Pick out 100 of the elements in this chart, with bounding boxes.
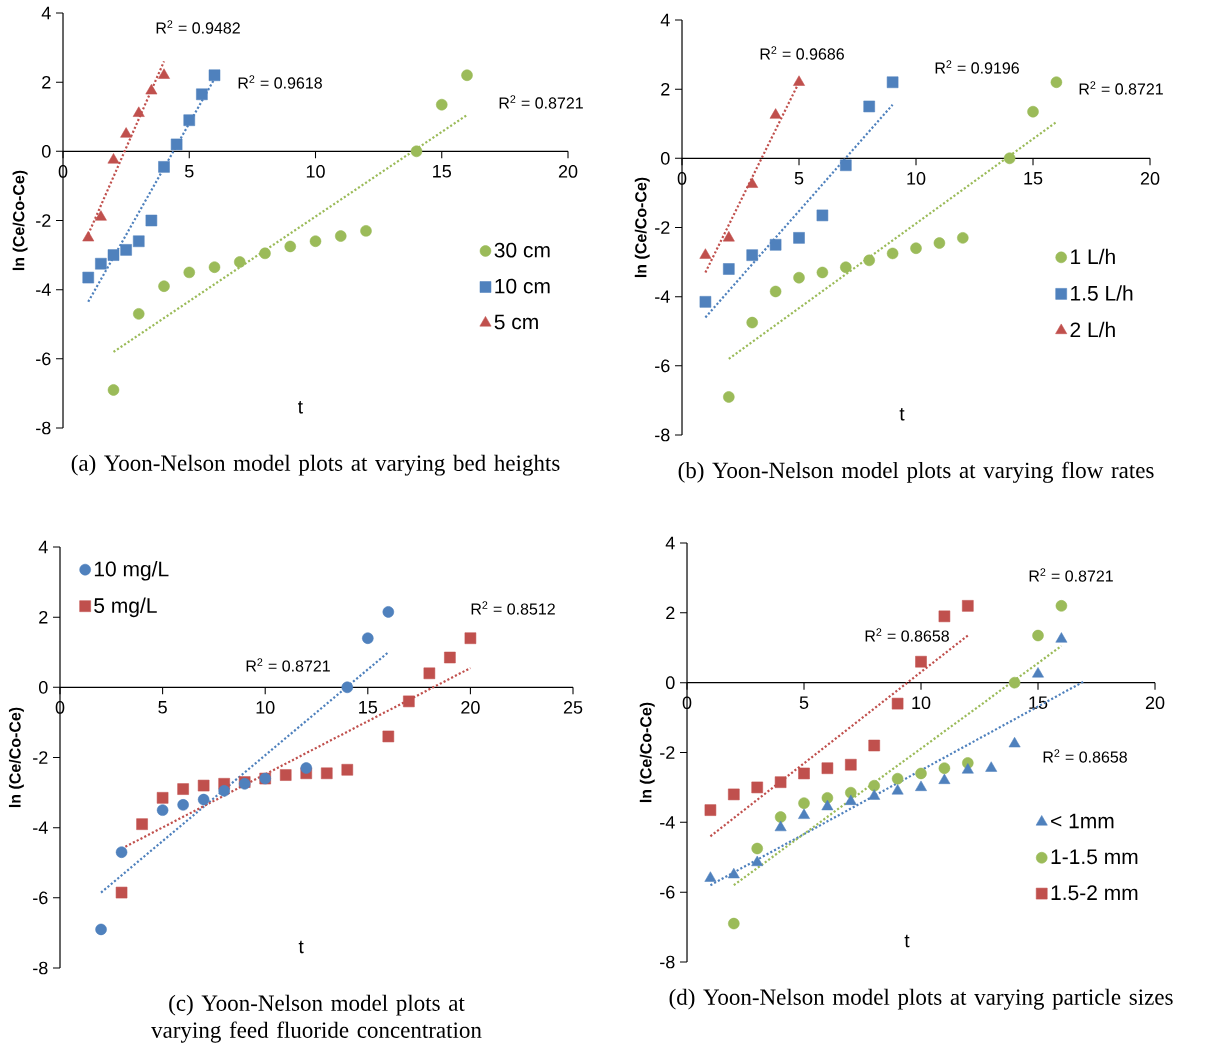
point [723,263,735,275]
y-axis-title: ln (Ce/Co-Ce) [634,177,650,278]
point [279,769,292,781]
point [107,384,120,396]
y-tick-label: 4 [41,6,51,20]
point [197,779,210,792]
point [751,781,763,794]
point [196,88,208,101]
point [435,98,448,111]
x-tick-label: 10 [912,696,931,710]
x-tick-label: 25 [563,701,583,714]
point [156,792,169,804]
point [334,230,347,242]
y-axis-title: ln (Ce/Co-Ce) [12,170,28,271]
legend-label: < 1mm [1051,813,1114,829]
point [461,69,473,82]
point [704,871,717,882]
point [1050,76,1063,89]
point [728,917,740,930]
point [915,767,927,780]
y-tick-label: 2 [666,606,675,620]
point [746,316,758,329]
point [362,632,374,644]
y-tick-label: -6 [660,885,675,899]
x-tick-label: 20 [461,701,480,714]
point [464,632,477,644]
point [793,232,805,244]
point [94,210,107,221]
y-tick-label: -6 [36,352,51,366]
point [915,780,927,791]
point [699,248,712,259]
x-tick-label: 10 [256,701,275,714]
annotation: R$^{2}$ = 0.8658 [865,628,949,642]
y-tick-label: -8 [33,961,48,975]
point [309,235,322,248]
legend-label: 5 cm [494,314,538,330]
point [816,266,829,279]
point [1055,632,1068,643]
legend-label: 1.5 L/h [1071,285,1133,301]
point [341,681,354,694]
point [868,779,880,792]
x-tick-label: 10 [306,165,325,178]
point [915,655,927,668]
point [957,232,969,244]
point [158,68,170,79]
x-axis-title: t [298,940,304,954]
point [218,785,230,797]
point [746,249,758,261]
legend-label: 5 mg/L [94,597,157,618]
x-axis-title: t [298,401,303,414]
annotation: R$^{2}$ = 0.8721 [1079,81,1163,95]
legend-label: 1.5-2 mm [1051,885,1138,901]
annotation: R$^{2}$ = 0.8512 [471,601,555,615]
point [177,783,189,795]
point [107,153,120,164]
annotation: R$^{2}$ = 0.8658 [1043,749,1127,763]
legend-label: 10 cm [495,278,550,294]
point [769,108,782,119]
point [197,793,210,806]
point [891,784,904,795]
x-tick-label: 5 [184,165,194,178]
point [95,923,107,936]
point [145,84,158,95]
x-tick-label: 15 [433,165,452,178]
legend-label: 1 L/h [1071,248,1115,265]
y-tick-label: 4 [665,536,675,550]
point [423,667,436,680]
point [120,127,133,138]
point [1055,600,1068,612]
point [769,285,782,298]
y-tick-label: 2 [661,82,670,96]
point [704,804,717,816]
x-tick-label: 10 [907,172,926,185]
y-tick-label: 0 [666,676,675,690]
x-tick-label: 15 [1029,696,1048,709]
x-tick-label: 5 [799,696,809,709]
y-tick-label: 4 [38,540,48,554]
point [410,145,423,158]
legend-label: 30 cm [494,242,550,258]
point [910,242,922,255]
y-tick-label: -6 [655,359,670,373]
point [886,76,899,89]
point [300,762,313,774]
point [728,788,740,801]
point [938,762,951,774]
point [382,606,395,618]
point [863,100,875,113]
point [793,75,805,86]
point [208,69,221,82]
x-tick-label: 20 [1140,172,1160,185]
point [821,762,834,774]
point [341,764,354,776]
point [132,308,145,320]
point [120,244,132,256]
y-axis-title: ln (Ce/Co-Ce) [8,707,24,808]
y-tick-label: -2 [655,221,670,234]
point [816,209,829,222]
point [208,261,221,273]
x-tick-label: 5 [158,701,167,714]
point [774,820,787,832]
